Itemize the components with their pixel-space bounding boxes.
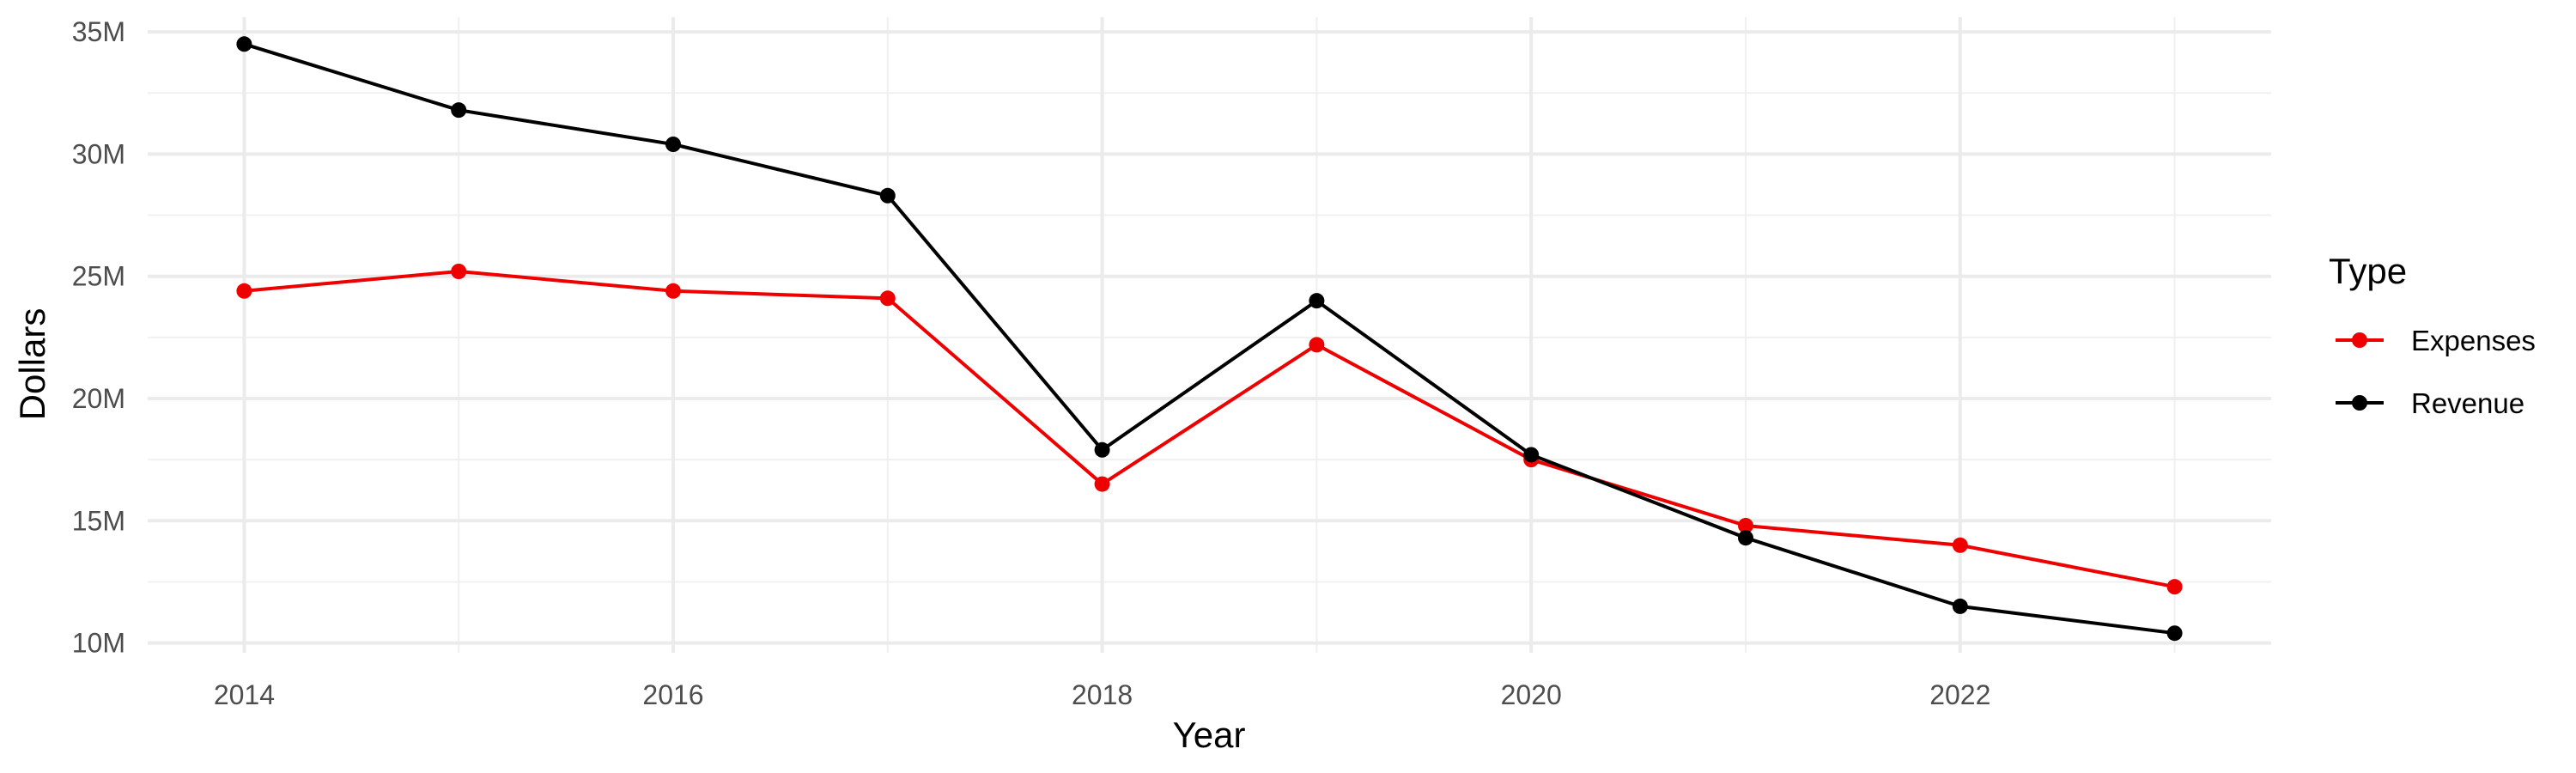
series-line-expenses <box>244 270 2175 589</box>
data-point-revenue <box>665 137 682 152</box>
y-tick-label: 35M <box>72 16 125 47</box>
y-tick-label: 25M <box>72 261 125 292</box>
data-point-revenue <box>1952 598 1968 614</box>
series-line-revenue <box>243 42 2175 636</box>
y-tick-label: 30M <box>72 138 125 169</box>
minor-gridlines <box>148 17 2271 653</box>
data-point-revenue <box>1309 293 1325 309</box>
x-tick-label: 2018 <box>1072 679 1133 710</box>
series-layer <box>236 36 2183 642</box>
x-tick-label: 2022 <box>1929 679 1990 710</box>
legend-item-expenses: Expenses <box>2336 325 2536 356</box>
legend-items: Expenses Revenue <box>2336 325 2536 419</box>
data-point-expenses <box>236 283 252 299</box>
data-point-expenses <box>879 290 896 307</box>
x-tick-label: 2016 <box>642 679 703 710</box>
data-point-expenses <box>1094 476 1110 492</box>
series-expenses <box>236 264 2183 595</box>
y-tick-label: 20M <box>72 383 125 414</box>
data-point-revenue <box>879 187 896 204</box>
series-revenue <box>236 36 2183 642</box>
y-axis-tick-labels: 10M 15M 20M 25M 30M 35M <box>72 16 125 659</box>
data-point-expenses <box>1737 518 1753 533</box>
legend: Type Expenses Revenue <box>2329 251 2536 419</box>
x-axis-tick-labels: 2014 2016 2018 2020 2022 <box>214 679 1991 710</box>
data-point-expenses <box>1309 337 1325 353</box>
legend-item-revenue: Revenue <box>2336 387 2524 419</box>
legend-key-point <box>2352 395 2367 411</box>
data-point-expenses <box>665 283 682 299</box>
data-point-expenses <box>451 264 467 279</box>
data-point-expenses <box>2166 579 2183 595</box>
data-point-revenue <box>236 36 252 52</box>
x-tick-label: 2014 <box>214 679 275 710</box>
y-tick-label: 15M <box>72 505 125 536</box>
data-point-revenue <box>2166 625 2183 642</box>
y-axis-title: Dollars <box>12 308 52 421</box>
x-tick-label: 2020 <box>1501 679 1562 710</box>
legend-title: Type <box>2329 251 2407 291</box>
data-point-expenses <box>1952 537 1968 553</box>
legend-label-expenses: Expenses <box>2411 325 2536 356</box>
y-tick-label: 10M <box>72 628 125 659</box>
legend-label-revenue: Revenue <box>2411 387 2524 419</box>
data-point-revenue <box>1094 441 1110 458</box>
data-point-revenue <box>1523 447 1540 463</box>
legend-key-point <box>2352 332 2367 348</box>
data-point-revenue <box>1737 530 1753 546</box>
x-axis-title: Year <box>1173 715 1246 755</box>
data-point-revenue <box>451 102 467 119</box>
